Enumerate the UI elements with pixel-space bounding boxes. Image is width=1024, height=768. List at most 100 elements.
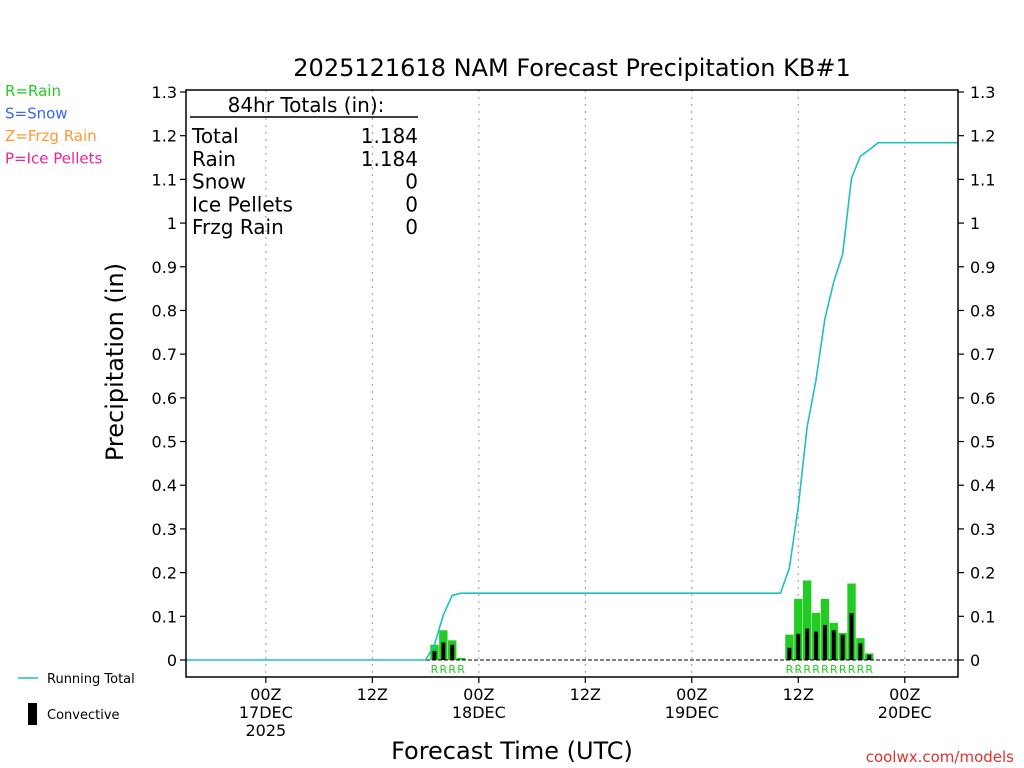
bars [430, 580, 874, 660]
y-tick-label-left: 0.3 [152, 520, 177, 539]
y-tick-label-left: 0.1 [152, 607, 177, 626]
y-tick-label-left: 1 [167, 214, 177, 233]
y-tick-label-right: 1 [970, 214, 980, 233]
precip-type-label: R [440, 663, 448, 676]
x-axis-label: Forecast Time (UTC) [391, 737, 633, 765]
precip-bar [456, 657, 466, 660]
y-tick-label-left: 0 [167, 651, 177, 670]
y-tick-label-left: 0.5 [152, 433, 177, 452]
precip-type-label: R [794, 663, 802, 676]
convective-bar [814, 631, 819, 660]
precip-type-label: R [839, 663, 847, 676]
precip-type-label: R [848, 663, 856, 676]
y-tick-label-right: 0.8 [970, 301, 995, 320]
totals-row-label: Frzg Rain [192, 215, 284, 239]
series-legend-label: Convective [47, 708, 120, 723]
precip-bar [802, 580, 812, 660]
precip-type-legend-item: R=Rain [5, 82, 61, 100]
series-legend: Running Total Convective [18, 672, 135, 725]
y-tick-label-right: 0.1 [970, 607, 995, 626]
precip-type-legend-item: P=Ice Pellets [5, 150, 102, 168]
convective-bar [822, 625, 827, 660]
precip-type-label: R [786, 663, 794, 676]
y-tick-label-left: 0.2 [152, 564, 177, 583]
totals-row-label: Rain [192, 147, 236, 171]
running-total-line [186, 141, 958, 661]
y-tick-label-left: 1.3 [152, 83, 177, 102]
totals-row-value: 1.184 [361, 147, 418, 171]
y-tick-label-left: 1.1 [152, 170, 177, 189]
precip-type-label: R [431, 663, 439, 676]
convective-bar [849, 613, 854, 660]
precip-type-label: R [803, 663, 811, 676]
totals-row-label: Ice Pellets [192, 192, 293, 216]
watermark: coolwx.com/models [866, 748, 1014, 766]
y-tick-label-left: 0.9 [152, 258, 177, 277]
convective-bar [796, 633, 801, 660]
y-axis-left: 0 0.1 0.2 0.3 0.4 0.5 0.6 0.7 0.8 0.9 1 1.1 1.2 1.3 [152, 83, 186, 670]
convective-bar [432, 651, 437, 660]
precip-type-label: R [865, 663, 873, 676]
precip-type-label: R [857, 663, 865, 676]
convective-legend-swatch [28, 703, 37, 725]
y-tick-label-right: 0.9 [970, 258, 995, 277]
y-tick-label-right: 0 [970, 651, 980, 670]
totals-header: 84hr Totals (in): [228, 93, 385, 117]
precip-type-legend-item: Z=Frzg Rain [5, 127, 97, 145]
convective-bar [867, 654, 872, 660]
precip-type-label: R [821, 663, 829, 676]
convective-bar [450, 644, 455, 660]
precip-type-label: R [448, 663, 456, 676]
y-tick-label-right: 1.1 [970, 170, 995, 189]
x-tick-label: 00Z [463, 685, 494, 704]
precip-bar [785, 634, 794, 660]
convective-bar [858, 643, 863, 660]
y-tick-label-right: 0.2 [970, 564, 995, 583]
totals-row-value: 0 [405, 192, 418, 216]
series-legend-label: Running Total [47, 672, 135, 687]
precip-type-label: R [457, 663, 465, 676]
y-axis-right: 0 0.1 0.2 0.3 0.4 0.5 0.6 0.7 0.8 0.9 1 1.1 1.2 1.3 [958, 83, 995, 670]
x-tick-label: 12Z [570, 685, 601, 704]
y-tick-label-left: 1.2 [152, 127, 177, 146]
y-tick-label-left: 0.6 [152, 389, 177, 408]
x-tick-label: 17DEC [239, 703, 293, 722]
precip-type-label: R [830, 663, 838, 676]
totals-row-label: Snow [192, 170, 246, 194]
y-tick-label-right: 0.5 [970, 433, 995, 452]
y-tick-label-left: 0.8 [152, 301, 177, 320]
x-tick-label: 18DEC [452, 703, 506, 722]
y-tick-label-right: 0.6 [970, 389, 995, 408]
y-tick-label-right: 1.2 [970, 127, 995, 146]
precip-type-label: R [812, 663, 820, 676]
totals-row-value: 0 [405, 215, 418, 239]
totals-row-value: 0 [405, 170, 418, 194]
totals-row-value: 1.184 [361, 124, 418, 148]
y-tick-label-left: 0.4 [152, 476, 177, 495]
convective-bar [840, 634, 845, 660]
x-tick-label: 2025 [246, 721, 287, 740]
convective-bar [831, 630, 836, 660]
y-axis-label: Precipitation (in) [101, 263, 129, 461]
x-tick-label: 12Z [783, 685, 814, 704]
y-tick-label-left: 0.7 [152, 345, 177, 364]
y-tick-label-right: 1.3 [970, 83, 995, 102]
x-tick-label: 00Z [676, 685, 707, 704]
precip-bar [794, 598, 803, 660]
y-tick-label-right: 0.7 [970, 345, 995, 364]
totals-row-label: Total [191, 124, 239, 148]
plot-frame [185, 89, 959, 678]
x-tick-label: 19DEC [665, 703, 719, 722]
x-tick-label: 20DEC [878, 703, 932, 722]
precip-type-legend-item: S=Snow [5, 105, 68, 123]
x-tick-label: 12Z [357, 685, 388, 704]
convective-bar [787, 647, 792, 660]
x-tick-label: 00Z [250, 685, 281, 704]
convective-bar [441, 642, 446, 660]
totals-box: 84hr Totals (in): Total 1.184 Rain 1.184 Snow… [190, 93, 418, 239]
x-tick-label: 00Z [889, 685, 920, 704]
